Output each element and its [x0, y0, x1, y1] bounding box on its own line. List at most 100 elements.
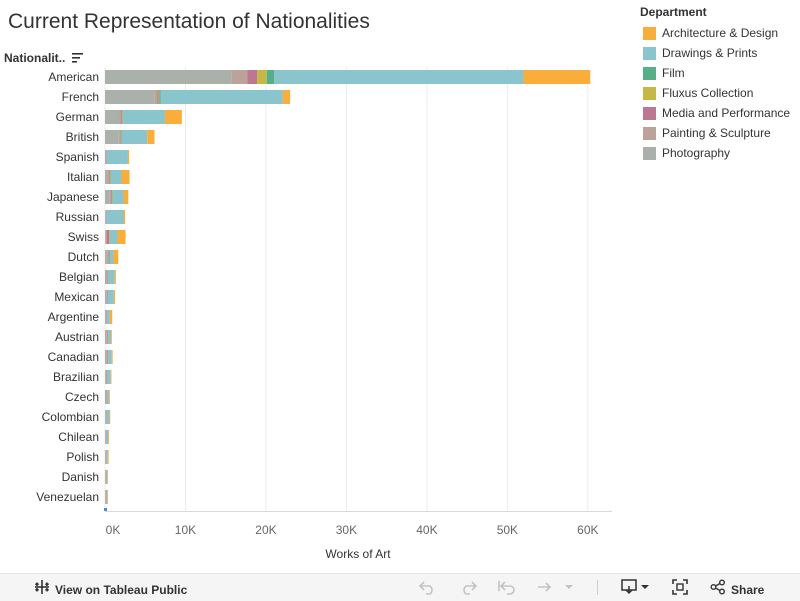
- legend-item-photography[interactable]: Photography: [640, 143, 800, 163]
- chevron-down-icon[interactable]: [563, 578, 575, 601]
- bar-segment: [106, 270, 108, 284]
- category-label: Swiss: [68, 230, 99, 244]
- row-header-label: Nationalit..: [4, 51, 66, 65]
- bar-segment: [109, 230, 111, 244]
- sort-icon[interactable]: [71, 52, 84, 66]
- bar-segment: [107, 310, 110, 324]
- bar-segment: [105, 170, 108, 184]
- category-label: Brazilian: [53, 370, 99, 384]
- bar-segment: [105, 410, 106, 424]
- bar-segment: [105, 250, 107, 264]
- legend-item-fluxus-collection[interactable]: Fluxus Collection: [640, 83, 800, 103]
- legend-label: Painting & Sculpture: [662, 126, 771, 140]
- bar-segment: [106, 310, 108, 324]
- bar-segment: [109, 410, 111, 424]
- bar-segment: [106, 490, 107, 504]
- category-label: Belgian: [59, 270, 99, 284]
- bar-segment: [106, 390, 107, 404]
- bar-segment: [105, 270, 107, 284]
- view-on-tableau-public-button[interactable]: View on Tableau Public: [34, 579, 187, 600]
- bar-segment: [106, 410, 107, 424]
- bar-segment: [107, 470, 108, 484]
- legend-item-film[interactable]: Film: [640, 63, 800, 83]
- bar-segment: [106, 250, 108, 264]
- share-icon: [710, 579, 726, 600]
- legend-label: Photography: [662, 146, 731, 160]
- undo-icon[interactable]: [418, 578, 438, 601]
- bar-segment: [105, 210, 107, 224]
- bar-segment: [109, 230, 110, 244]
- bar-segment: [107, 490, 108, 504]
- bar-segment: [106, 450, 107, 464]
- bar-segment: [118, 130, 120, 144]
- bar-segment: [105, 230, 106, 244]
- bar-segment: [111, 330, 112, 344]
- bar-segment: [105, 490, 107, 504]
- bar-segment: [247, 70, 258, 84]
- category-label: Spanish: [56, 150, 99, 164]
- bar-segment: [108, 330, 112, 344]
- bar-segment: [106, 470, 107, 484]
- bar-segment: [106, 390, 108, 404]
- bar-segment: [106, 210, 107, 224]
- bar-segment: [113, 290, 116, 304]
- category-label: Danish: [62, 470, 99, 484]
- bar-segment: [105, 310, 107, 324]
- bar-segment: [159, 90, 161, 104]
- refresh-icon[interactable]: [535, 578, 555, 601]
- redo-icon[interactable]: [458, 578, 478, 601]
- bar-segment: [112, 190, 113, 204]
- legend-item-architecture-design[interactable]: Architecture & Design: [640, 23, 800, 43]
- bar-segment: [105, 450, 106, 464]
- bar-segment: [106, 210, 124, 224]
- bar-segment: [117, 230, 126, 244]
- bar-segment: [105, 150, 107, 164]
- bar-segment: [110, 170, 112, 184]
- bar-segment: [107, 450, 109, 464]
- fullscreen-icon[interactable]: [671, 578, 689, 601]
- toolbar-divider: [597, 580, 598, 595]
- bar-segment: [106, 150, 107, 164]
- bar-segment: [107, 270, 109, 284]
- x-tick-label: 0K: [106, 523, 121, 537]
- bar-segment: [147, 130, 155, 144]
- download-icon[interactable]: [620, 578, 650, 601]
- bar-segment: [257, 70, 267, 84]
- legend-item-media-performance[interactable]: Media and Performance: [640, 103, 800, 123]
- bar-segment: [107, 170, 110, 184]
- bar-segment: [266, 70, 274, 84]
- page-title: Current Representation of Nationalities: [8, 10, 370, 33]
- revert-icon[interactable]: [497, 578, 517, 601]
- bar-segment: [109, 250, 110, 264]
- bar-segment: [523, 70, 591, 84]
- bar-segment: [231, 70, 248, 84]
- x-tick-label: 50K: [497, 523, 518, 537]
- bar-segment: [106, 370, 108, 384]
- bar-segment: [106, 290, 108, 304]
- bar-segment: [106, 410, 110, 424]
- legend-swatch: [643, 146, 656, 160]
- legend-item-drawings-prints[interactable]: Drawings & Prints: [640, 43, 800, 63]
- bar-segment: [107, 370, 111, 384]
- share-button[interactable]: Share: [710, 579, 764, 600]
- legend-item-painting-sculpture[interactable]: Painting & Sculpture: [640, 123, 800, 143]
- bar-chart: 0K 10K 20K 30K 40K 50K 60K Works of Art American…: [36, 67, 612, 561]
- bar-segment: [105, 230, 107, 244]
- legend-swatch: [643, 26, 656, 40]
- bar-segment: [105, 330, 107, 344]
- toolbar: View on Tableau Public Share: [0, 573, 800, 601]
- bar-segment: [107, 350, 108, 364]
- bar-segment: [113, 250, 119, 264]
- bar-segment: [105, 430, 107, 444]
- bar-segment: [119, 110, 122, 124]
- category-label: Canadian: [48, 350, 99, 364]
- legend: Department Architecture & Design Drawing…: [640, 5, 800, 163]
- bar-segment: [107, 250, 109, 264]
- bar-segment: [105, 470, 106, 484]
- bar-segment: [108, 350, 112, 364]
- bar-segment: [106, 490, 108, 504]
- legend-swatch: [643, 86, 656, 100]
- bar-segment: [107, 390, 110, 404]
- bar-segment: [105, 70, 232, 84]
- category-label: Venezuelan: [36, 490, 99, 504]
